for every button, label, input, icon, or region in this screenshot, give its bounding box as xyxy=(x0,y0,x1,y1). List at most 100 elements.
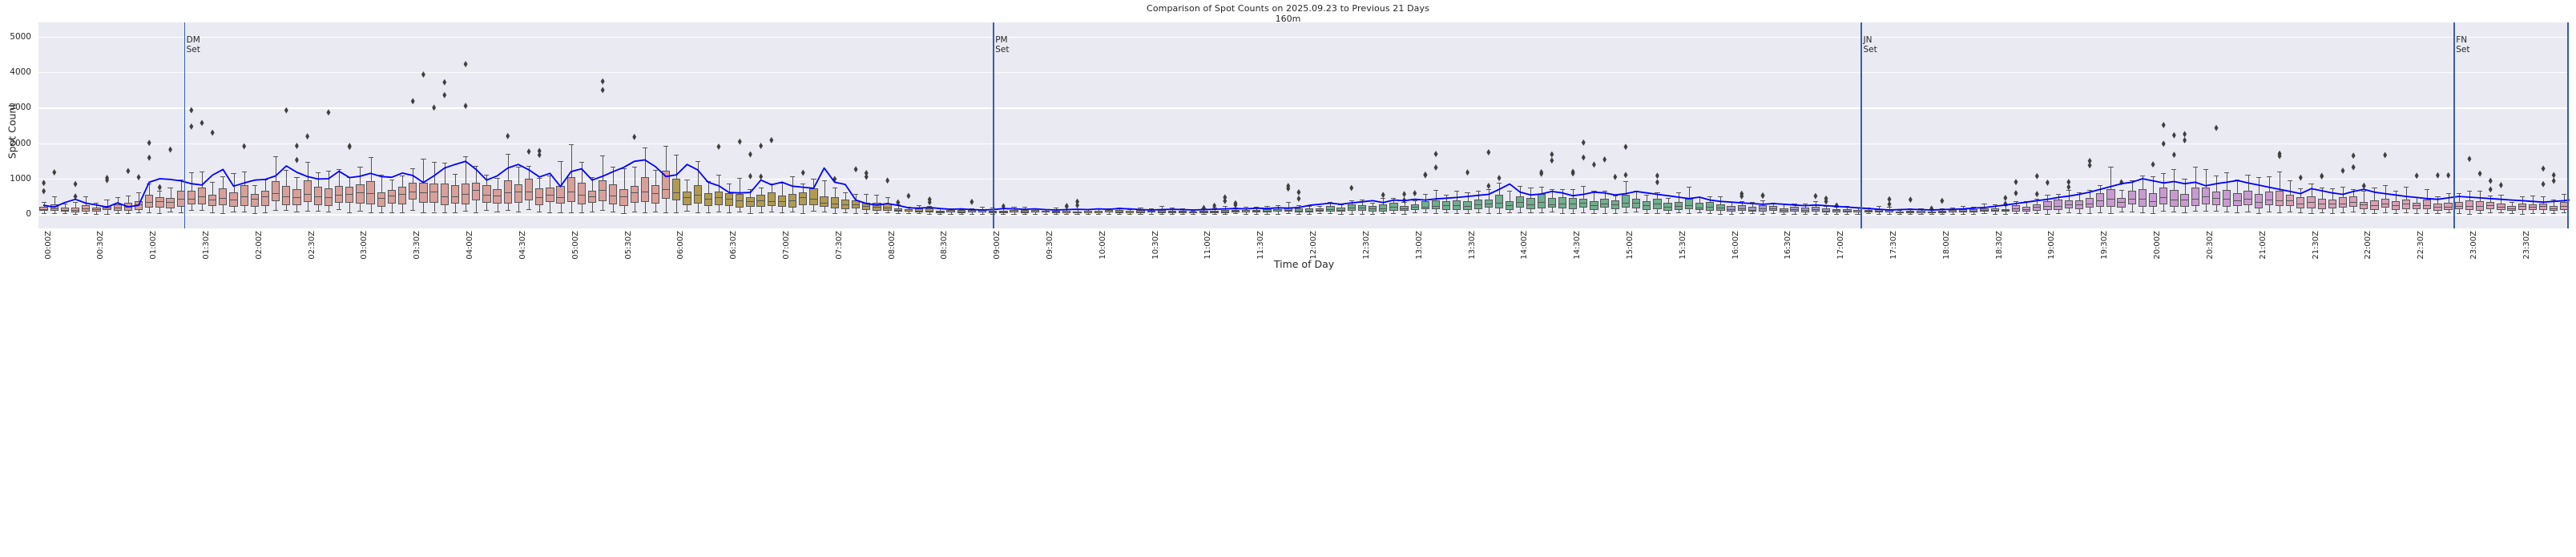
boxplot-median xyxy=(2423,205,2432,207)
boxplot-whisker-cap xyxy=(1686,213,1691,214)
boxplot-whisker-cap xyxy=(916,213,922,215)
boxplot-whisker-cap xyxy=(1971,207,1977,208)
boxplot-box xyxy=(1473,199,1482,209)
boxplot-box xyxy=(630,186,639,203)
boxplot-whisker-cap xyxy=(716,175,722,176)
boxplot-median xyxy=(587,196,597,197)
boxplot-median xyxy=(219,198,228,200)
x-tick-label: 07:30Z xyxy=(834,231,844,260)
boxplot-whisker-cap xyxy=(1222,206,1228,208)
boxplot-outlier xyxy=(2320,172,2324,180)
boxplot-outlier xyxy=(2183,137,2187,144)
boxplot-median xyxy=(2033,206,2042,208)
boxplot-median xyxy=(2507,208,2516,210)
boxplot-outlier xyxy=(632,133,637,140)
boxplot-median xyxy=(2117,202,2126,204)
boxplot-outlier xyxy=(2066,179,2071,186)
boxplot-box xyxy=(493,189,502,204)
boxplot-whisker-cap xyxy=(1771,212,1776,214)
boxplot-whisker-cap xyxy=(1855,214,1860,215)
boxplot-whisker-cap xyxy=(147,212,152,213)
boxplot-box xyxy=(1990,208,1999,212)
boxplot-whisker-cap xyxy=(631,167,637,168)
boxplot-outlier xyxy=(463,103,468,110)
boxplot-median xyxy=(303,194,312,196)
boxplot-median xyxy=(767,200,776,202)
boxplot-whisker-cap xyxy=(727,212,732,214)
boxplot-whisker-cap xyxy=(1570,212,1576,214)
boxplot-whisker-cap xyxy=(2182,179,2187,180)
boxplot-whisker-cap xyxy=(705,212,711,213)
boxplot-median xyxy=(1463,206,1472,208)
boxplot-median xyxy=(1821,211,1831,212)
x-tick-label: 11:30Z xyxy=(1256,231,1266,260)
boxplot-box xyxy=(2138,188,2147,207)
boxplot-whisker-cap xyxy=(1348,200,1354,201)
boxplot-outlier xyxy=(410,98,415,105)
boxplot-outlier xyxy=(2477,170,2482,177)
boxplot-outlier xyxy=(1486,149,1491,156)
x-tick-label: 14:30Z xyxy=(1573,231,1582,260)
boxplot-whisker-cap xyxy=(758,212,764,213)
boxplot-median xyxy=(155,201,164,203)
boxplot-whisker-cap xyxy=(2519,213,2525,215)
boxplot-median xyxy=(1748,209,1757,211)
boxplot-median xyxy=(2349,201,2358,203)
boxplot-median xyxy=(1621,202,1631,204)
boxplot-whisker-cap xyxy=(1528,212,1534,214)
boxplot-whisker-cap xyxy=(410,168,416,170)
boxplot-whisker-cap xyxy=(294,177,300,179)
boxplot-median xyxy=(2307,201,2316,203)
boxplot-box xyxy=(2064,200,2073,209)
boxplot-box xyxy=(1674,202,1683,210)
boxplot-median xyxy=(2444,206,2453,208)
boxplot-whisker-cap xyxy=(83,213,89,215)
boxplot-whisker-cap xyxy=(842,192,848,193)
boxplot-whisker-cap xyxy=(1538,186,1544,188)
boxplot-whisker-cap xyxy=(2445,192,2451,194)
boxplot-outlier xyxy=(2541,165,2546,172)
boxplot-outlier xyxy=(463,60,468,67)
boxplot-median xyxy=(820,203,828,204)
boxplot-whisker-cap xyxy=(83,196,89,198)
boxplot-median xyxy=(334,195,344,196)
boxplot-median xyxy=(1959,211,1968,212)
boxplot-median xyxy=(1769,208,1778,210)
boxplot-box xyxy=(703,192,712,207)
boxplot-whisker-cap xyxy=(2340,187,2346,188)
boxplot-outlier xyxy=(1075,198,1079,205)
x-tick-label: 15:00Z xyxy=(1625,231,1635,260)
boxplot-box xyxy=(1431,200,1441,210)
boxplot-box xyxy=(387,189,397,204)
boxplot-whisker-cap xyxy=(895,213,901,215)
boxplot-median xyxy=(1083,212,1092,213)
boxplot-box xyxy=(2433,203,2442,212)
boxplot-box xyxy=(377,192,385,207)
boxplot-whisker-cap xyxy=(1591,190,1597,192)
boxplot-outlier xyxy=(600,87,605,94)
boxplot-whisker-cap xyxy=(568,212,574,214)
boxplot-outlier xyxy=(2435,172,2440,179)
y-tick-label: 4000 xyxy=(10,67,31,78)
boxplot-whisker-cap xyxy=(1992,213,1998,215)
boxplot-box xyxy=(1304,208,1314,212)
boxplot-whisker-cap xyxy=(2013,213,2019,214)
title-block: Comparison of Spot Counts on 2025.09.23 … xyxy=(0,3,2576,24)
boxplot-whisker-cap xyxy=(1961,205,1966,207)
boxplot-median xyxy=(1896,212,1905,213)
boxplot-median xyxy=(1611,204,1619,206)
boxplot-whisker-cap xyxy=(2192,166,2198,168)
boxplot-median xyxy=(366,192,375,194)
boxplot-median xyxy=(904,210,913,212)
boxplot-median xyxy=(1917,212,1925,213)
boxplot-whisker-cap xyxy=(663,145,669,147)
event-label-em-set: EM Set xyxy=(2567,35,2570,54)
x-tick-label: 22:30Z xyxy=(2417,231,2426,260)
boxplot-whisker-cap xyxy=(304,162,310,163)
boxplot-box xyxy=(240,184,248,206)
boxplot-outlier xyxy=(1212,202,1217,209)
boxplot-box xyxy=(155,196,164,208)
boxplot-outlier xyxy=(1550,151,1554,158)
boxplot-whisker-cap xyxy=(1138,213,1143,215)
boxplot-whisker-cap xyxy=(1949,213,1956,215)
